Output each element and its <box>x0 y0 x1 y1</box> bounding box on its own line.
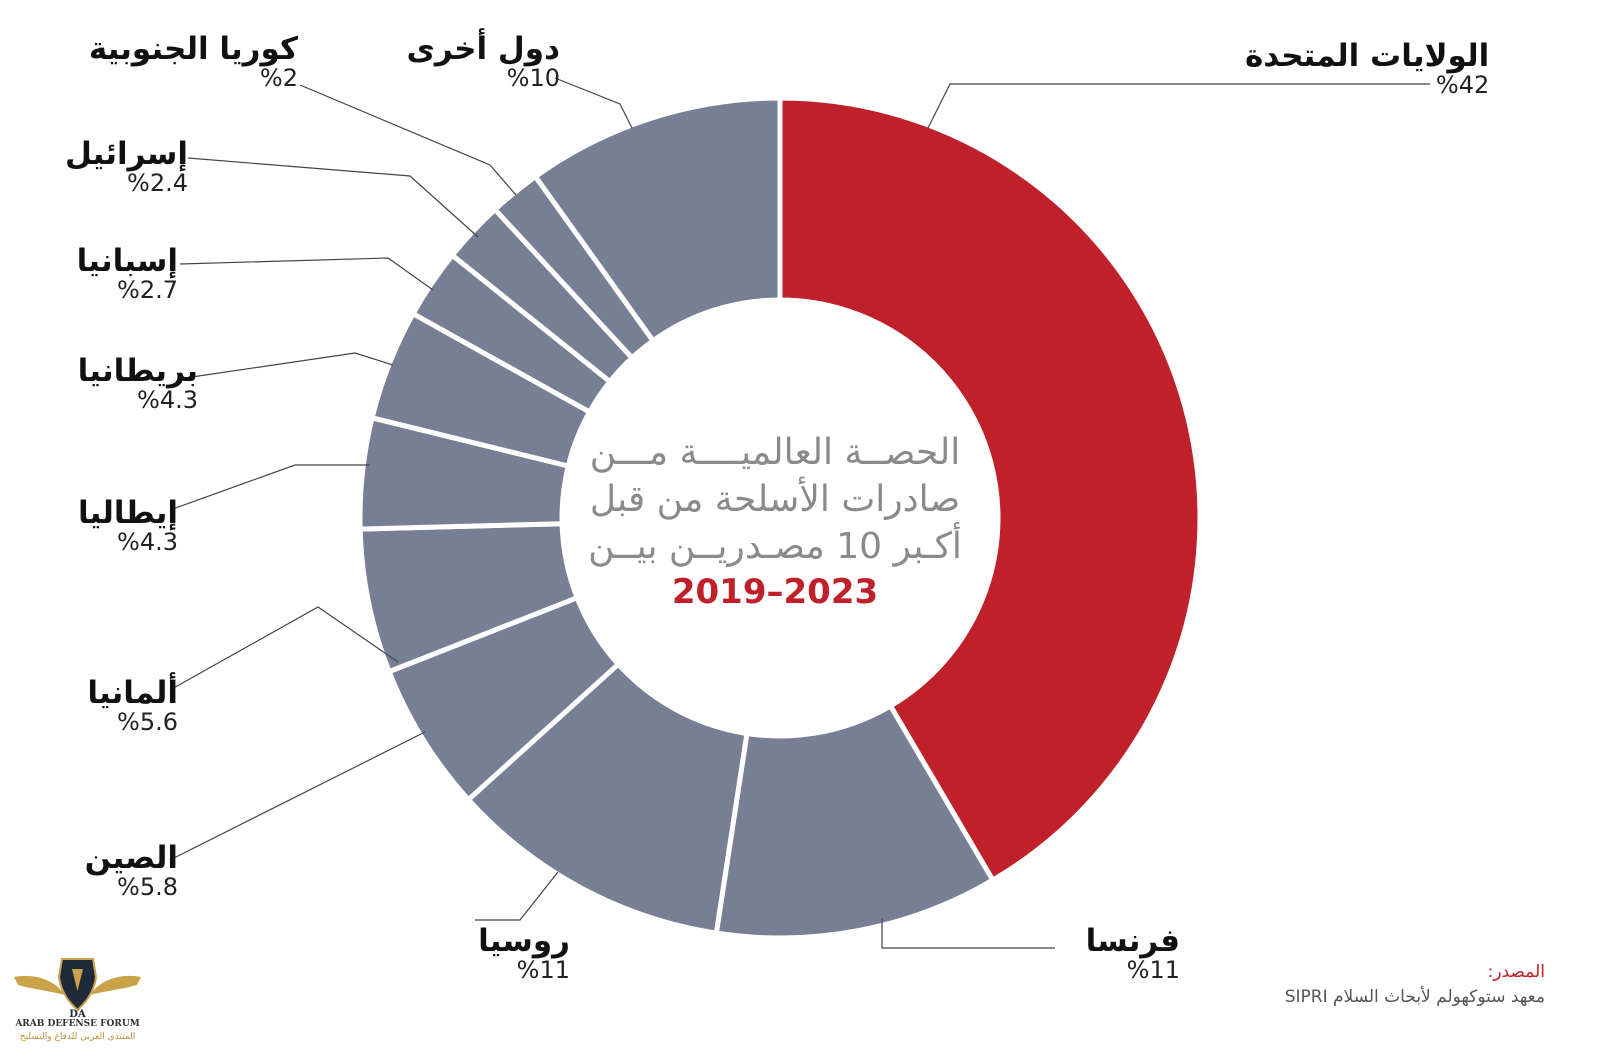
label-italy: إيطاليا %4.3 <box>77 495 178 556</box>
source-text: معهد ستوكهولم لأبحاث السلام SIPRI <box>1284 986 1545 1007</box>
leader-line-3 <box>169 731 426 861</box>
slice-0 <box>777 95 1203 884</box>
shield-wings-icon: DA <box>14 958 141 1020</box>
label-south-korea: كوريا الجنوبية %2 <box>88 31 298 92</box>
label-israel: إسرائيل %2.4 <box>65 136 188 197</box>
slice-10 <box>531 95 783 345</box>
logo-english: ARAB DEFENSE FORUM <box>15 1019 140 1029</box>
leader-line-7 <box>179 257 434 291</box>
arab-defense-forum-logo: DA ARAB DEFENSE FORUM المنتدى العربي للد… <box>10 955 145 1045</box>
label-russia: روسيا %11 <box>478 923 570 984</box>
leader-line-4 <box>169 606 399 691</box>
leader-line-6 <box>184 352 394 379</box>
label-germany: ألمانيا %5.6 <box>87 675 178 736</box>
title-line-2: صادرات الأسلحة من قبل <box>589 478 961 520</box>
leader-line-10 <box>554 77 633 129</box>
logo-mark: DA <box>69 1009 86 1019</box>
label-usa: الولايات المتحدة %42 <box>1245 38 1490 99</box>
label-france: فرنسا %11 <box>1085 923 1180 984</box>
label-china: الصين %5.8 <box>84 840 178 901</box>
title-line-3: أكـبر 10 مصـدريــن بيــن <box>588 525 962 567</box>
label-britain: بريطانيا %4.3 <box>77 353 198 414</box>
logo-arabic: المنتدى العربي للدفاع والتسليح <box>19 1032 136 1042</box>
chart-center-title: الحصــة العالميــــة مـــن صادرات الأسلح… <box>560 430 990 615</box>
leader-line-5 <box>169 464 370 511</box>
leader-line-8 <box>187 157 479 238</box>
source-label: المصدر: <box>1487 962 1545 982</box>
leader-line-1 <box>881 918 1055 949</box>
label-others: دول أخرى %10 <box>406 31 560 92</box>
title-line-1: الحصــة العالميــــة مـــن <box>589 432 961 473</box>
title-years: 2023–2019 <box>671 572 879 613</box>
leader-line-2 <box>475 871 559 921</box>
label-spain: إسبانيا %2.7 <box>76 243 178 304</box>
source-note: المصدر: معهد ستوكهولم لأبحاث السلام SIPR… <box>1285 960 1545 1009</box>
leader-line-0 <box>927 83 1430 129</box>
leader-line-9 <box>299 84 517 196</box>
